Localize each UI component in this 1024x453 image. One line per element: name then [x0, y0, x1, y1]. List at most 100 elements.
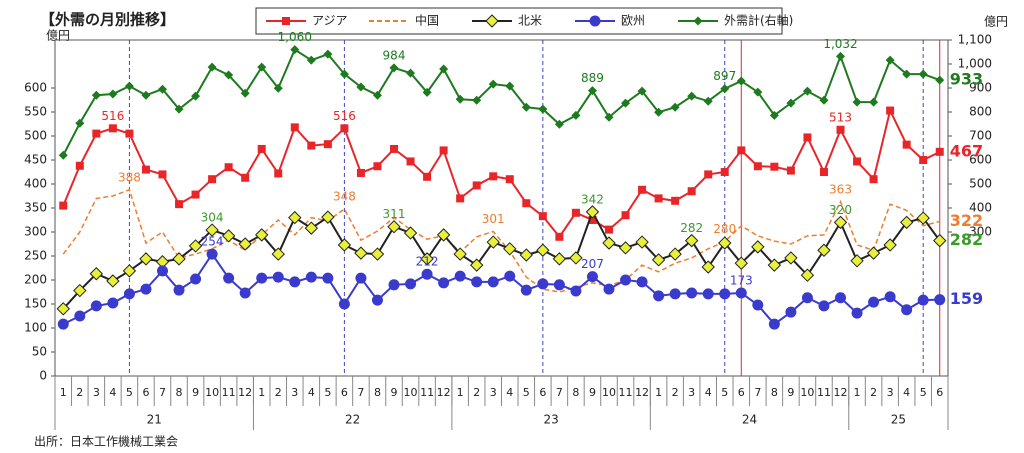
data-point: [653, 290, 665, 302]
y2-tick-label: 300: [969, 225, 992, 239]
data-point: [305, 271, 317, 283]
x-tick-label: 12: [238, 386, 252, 399]
y-tick-label: 350: [24, 201, 47, 215]
data-label: 322: [950, 211, 983, 230]
data-point: [703, 96, 713, 106]
x-tick-label: 12: [834, 386, 848, 399]
y-tick-label: 200: [24, 273, 47, 287]
y2-tick-label: 1,000: [958, 57, 992, 71]
data-point: [588, 216, 597, 224]
x-tick-label: 3: [688, 386, 695, 399]
data-point: [423, 172, 432, 181]
data-point: [753, 87, 763, 97]
data-point: [188, 239, 203, 253]
data-point: [670, 102, 680, 112]
data-point: [456, 194, 465, 203]
data-point: [671, 196, 680, 205]
y-tick-label: 300: [24, 225, 47, 239]
x-tick-label: 1: [655, 386, 662, 399]
x-tick-label: 7: [556, 386, 563, 399]
data-point: [684, 233, 699, 248]
data-point: [505, 175, 514, 184]
data-point: [704, 170, 713, 179]
data-point: [406, 157, 415, 166]
data-point: [140, 283, 152, 295]
data-label: 342: [581, 192, 604, 206]
data-point: [91, 90, 101, 100]
data-point: [635, 235, 649, 249]
data-point: [537, 278, 549, 290]
x-tick-label: 3: [887, 386, 894, 399]
x-tick-label: 5: [721, 386, 728, 399]
data-point: [835, 292, 847, 304]
data-point: [637, 86, 647, 96]
data-point: [122, 264, 137, 278]
data-point: [455, 94, 465, 104]
data-point: [651, 253, 666, 267]
data-point: [753, 162, 762, 171]
series-line: [62, 48, 941, 156]
data-label: 320: [829, 203, 852, 217]
legend-label: 北米: [518, 14, 542, 28]
data-point: [734, 256, 748, 270]
data-point: [75, 161, 84, 170]
data-point: [191, 91, 201, 101]
data-point: [337, 238, 352, 252]
x-tick-label: 12: [437, 386, 451, 399]
data-point: [174, 104, 184, 114]
data-point: [469, 258, 484, 272]
x-tick-label: 8: [176, 386, 183, 399]
data-point: [718, 236, 732, 250]
x-tick-label: 4: [903, 386, 910, 399]
data-point: [156, 265, 168, 277]
data-point: [241, 173, 250, 182]
y-tick-label: 0: [39, 369, 47, 383]
data-point: [59, 201, 68, 210]
chart-title: 【外需の月別推移】: [40, 11, 175, 29]
x-tick-label: 8: [771, 386, 778, 399]
legend-label: 外需計(右軸): [724, 13, 793, 28]
data-point: [720, 84, 730, 94]
data-point: [519, 248, 534, 262]
data-point: [603, 283, 615, 295]
data-point: [472, 181, 481, 190]
x-tick-label: 11: [817, 386, 831, 399]
y-tick-label: 450: [24, 153, 47, 167]
data-point: [522, 199, 531, 208]
y2-tick-label: 700: [969, 129, 992, 143]
x-tick-label: 6: [539, 386, 546, 399]
data-point: [552, 252, 567, 266]
data-point: [917, 294, 929, 306]
data-point: [221, 229, 236, 243]
y-tick-label: 550: [24, 105, 47, 119]
data-point: [273, 83, 283, 93]
data-point: [737, 146, 746, 155]
data-point: [108, 89, 118, 99]
data-point: [836, 125, 845, 134]
data-point: [801, 292, 813, 304]
y-tick-label: 100: [24, 321, 47, 335]
data-point: [289, 276, 301, 288]
data-point: [869, 175, 878, 184]
data-point: [387, 220, 401, 234]
x-tick-label: 10: [800, 386, 814, 399]
legend-marker: [589, 15, 601, 27]
y2-tick-label: 900: [969, 81, 992, 95]
y-unit: 億円: [46, 29, 70, 43]
data-point: [255, 228, 269, 242]
data-label: 467: [950, 141, 983, 160]
data-point: [935, 147, 944, 156]
data-point: [373, 162, 382, 171]
data-point: [57, 318, 69, 330]
data-point: [89, 267, 104, 281]
data-point: [638, 185, 647, 194]
y-tick-label: 500: [24, 129, 47, 143]
data-point: [157, 84, 167, 94]
data-point: [935, 75, 945, 85]
data-label: 304: [201, 211, 224, 225]
data-point: [934, 294, 946, 306]
data-point: [288, 210, 302, 225]
data-point: [304, 221, 319, 235]
data-point: [916, 211, 930, 225]
